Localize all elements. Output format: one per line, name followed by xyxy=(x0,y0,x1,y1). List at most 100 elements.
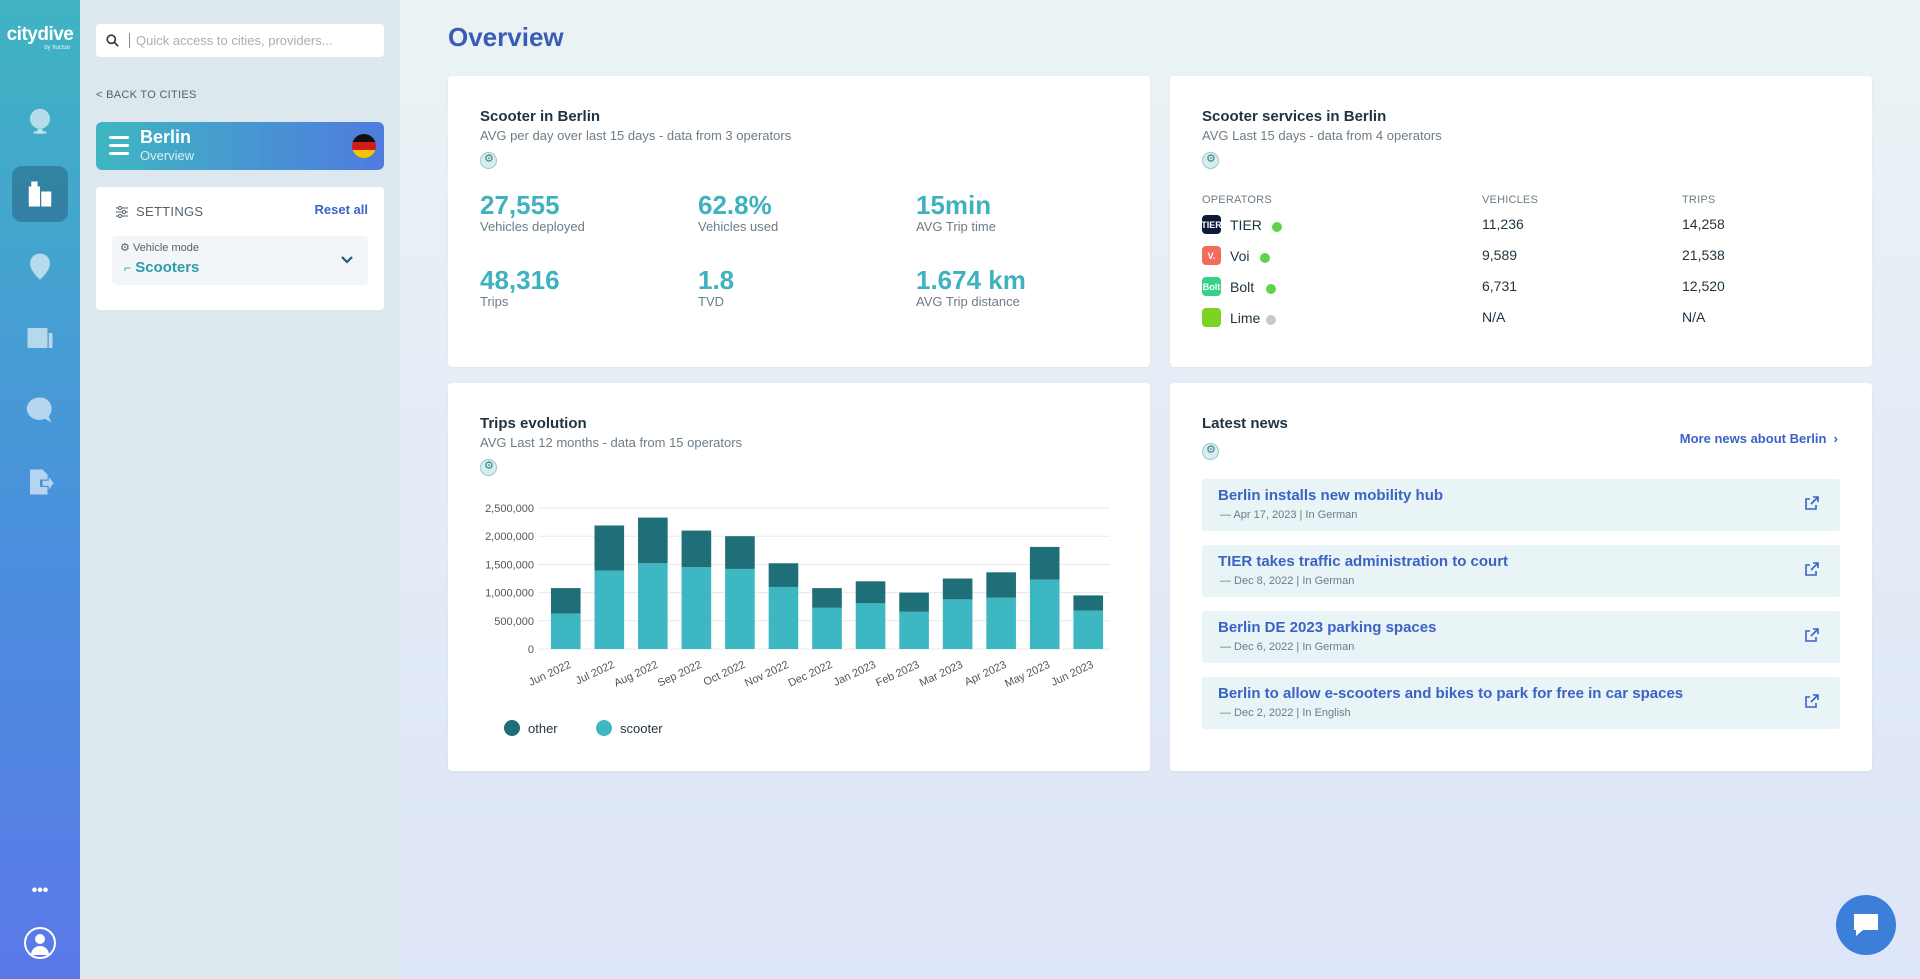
stat-value: 27,555 xyxy=(480,190,560,220)
bar-other xyxy=(725,536,755,569)
bar-scooter xyxy=(1073,610,1104,649)
operator-trips: 12,520 xyxy=(1682,278,1725,294)
more-news-link[interactable]: More news about Berlin › xyxy=(1680,431,1838,446)
x-tick-label: Sep 2022 xyxy=(656,659,704,690)
status-dot-icon xyxy=(1272,222,1282,232)
city-subtitle: Overview xyxy=(140,148,195,163)
card-title: Scooter services in Berlin xyxy=(1202,108,1387,125)
x-tick-label: May 2023 xyxy=(1003,659,1052,690)
x-tick-label: Oct 2022 xyxy=(702,659,748,689)
stat-tvd: 1.8 TVD xyxy=(698,266,734,309)
card-title: Latest news xyxy=(1202,415,1288,432)
operator-vehicles: 6,731 xyxy=(1482,278,1518,294)
info-icon[interactable] xyxy=(480,459,497,476)
help-icon[interactable] xyxy=(12,382,68,438)
stat-label: Trips xyxy=(480,294,509,309)
col-header-trips: TRIPS xyxy=(1682,194,1716,206)
news-item[interactable]: Berlin DE 2023 parking spaces — Dec 6, 20… xyxy=(1202,611,1840,663)
vehicle-mode-value: ⌐ Scooters xyxy=(124,259,199,276)
scooter-services-card: Scooter services in Berlin AVG Last 15 d… xyxy=(1170,76,1872,367)
legend-other[interactable]: other xyxy=(504,720,558,736)
vehicle-mode-label-text: Vehicle mode xyxy=(132,242,199,254)
globe-icon[interactable] xyxy=(12,92,68,148)
news-meta: — Dec 8, 2022 | In German xyxy=(1220,575,1355,587)
bar-scooter xyxy=(986,597,1016,649)
info-icon[interactable] xyxy=(1202,443,1219,460)
news-icon[interactable] xyxy=(12,310,68,366)
bar-scooter xyxy=(942,599,973,649)
operator-vehicles: 11,236 xyxy=(1482,216,1524,232)
card-subtitle: AVG per day over last 15 days - data fro… xyxy=(480,128,792,143)
trips-bar-chart: 0 500,000 1,000,000 1,500,000 2,000,000 2,500… xyxy=(485,503,1110,690)
location-icon[interactable] xyxy=(12,238,68,294)
bar-other xyxy=(855,581,886,604)
news-item[interactable]: TIER takes traffic administration to cou… xyxy=(1202,545,1840,597)
card-title: Scooter in Berlin xyxy=(480,108,601,125)
external-link-icon[interactable] xyxy=(1804,627,1820,643)
user-avatar-icon[interactable] xyxy=(24,927,56,959)
export-icon[interactable] xyxy=(12,454,68,510)
operator-row[interactable]: V. Voi 9,589 21,538 xyxy=(1202,244,1762,266)
city-icon[interactable] xyxy=(12,166,68,222)
operator-row[interactable]: Lime N/A N/A xyxy=(1202,306,1762,328)
info-icon[interactable] xyxy=(480,152,497,169)
info-icon[interactable] xyxy=(1202,152,1219,169)
search-box[interactable] xyxy=(96,24,384,57)
bar-other xyxy=(681,530,712,568)
y-tick-label: 1,500,000 xyxy=(485,559,534,571)
search-input[interactable] xyxy=(129,33,359,48)
latest-news-card: Latest news More news about Berlin › Ber… xyxy=(1170,383,1872,771)
brand-by: by fluctuo xyxy=(44,45,70,51)
external-link-icon[interactable] xyxy=(1804,693,1820,709)
x-tick-label: Apr 2023 xyxy=(963,659,1009,689)
external-link-icon[interactable] xyxy=(1804,561,1820,577)
x-tick-label: Mar 2023 xyxy=(918,659,965,690)
chat-bubble-icon xyxy=(1854,914,1878,936)
operator-trips: 21,538 xyxy=(1682,247,1725,263)
stat-avg-trip-time: 15min AVG Trip time xyxy=(916,191,996,234)
card-subtitle: AVG Last 12 months - data from 15 operat… xyxy=(480,435,743,450)
stat-label: AVG Trip distance xyxy=(916,294,1020,309)
stat-value: 48,316 xyxy=(480,265,560,295)
status-dot-icon xyxy=(1266,315,1276,325)
menu-icon[interactable] xyxy=(109,136,129,156)
news-item[interactable]: Berlin installs new mobility hub — Apr 17… xyxy=(1202,479,1840,531)
germany-flag-icon xyxy=(352,134,376,158)
vehicle-mode-select[interactable]: ⚙ Vehicle mode ⌐ Scooters xyxy=(112,236,368,285)
brand-logo[interactable]: citydive by fluctuo xyxy=(0,24,80,51)
stat-label: AVG Trip time xyxy=(916,219,996,234)
bar-other xyxy=(768,563,799,587)
operator-row[interactable]: TIER TIER 11,236 14,258 xyxy=(1201,213,1762,235)
reset-all-button[interactable]: Reset all xyxy=(314,202,368,217)
back-to-cities-link[interactable]: < BACK TO CITIES xyxy=(96,89,197,101)
legend-scooter[interactable]: scooter xyxy=(596,720,663,736)
x-tick-label: Jan 2023 xyxy=(832,659,878,689)
bar-other xyxy=(1073,595,1104,611)
trips-evolution-card: Trips evolution AVG Last 12 months - dat… xyxy=(448,383,1150,771)
news-title: Berlin to allow e-scooters and bikes to … xyxy=(1218,685,1684,702)
external-link-icon[interactable] xyxy=(1804,495,1820,511)
col-header-operators: OPERATORS xyxy=(1202,194,1272,206)
stat-value: 15min xyxy=(916,190,992,220)
bar-scooter xyxy=(594,570,625,649)
chevron-right-icon: › xyxy=(1830,431,1838,446)
operator-logo-icon: Bolt xyxy=(1202,277,1221,296)
more-menu-button[interactable]: ••• xyxy=(31,882,49,899)
bar-other xyxy=(638,517,668,564)
operator-logo-icon xyxy=(1202,308,1221,327)
chat-button[interactable] xyxy=(1836,895,1896,955)
bar-scooter xyxy=(638,563,668,649)
stat-avg-trip-distance: 1.674 km AVG Trip distance xyxy=(916,266,1026,309)
operator-trips: N/A xyxy=(1682,309,1706,325)
chevron-down-icon xyxy=(341,256,353,264)
bar-scooter xyxy=(855,603,886,649)
news-item[interactable]: Berlin to allow e-scooters and bikes to … xyxy=(1202,677,1840,729)
city-selector[interactable]: Berlin Overview xyxy=(96,122,384,170)
x-tick-label: Aug 2022 xyxy=(612,659,660,690)
operator-logo-icon: TIER xyxy=(1201,215,1222,234)
operator-name: Voi xyxy=(1230,248,1250,264)
status-dot-icon xyxy=(1260,253,1270,263)
stat-value: 62.8% xyxy=(698,190,772,220)
stat-value: 1.674 km xyxy=(916,265,1026,295)
operator-row[interactable]: Bolt Bolt 6,731 12,520 xyxy=(1202,275,1762,297)
